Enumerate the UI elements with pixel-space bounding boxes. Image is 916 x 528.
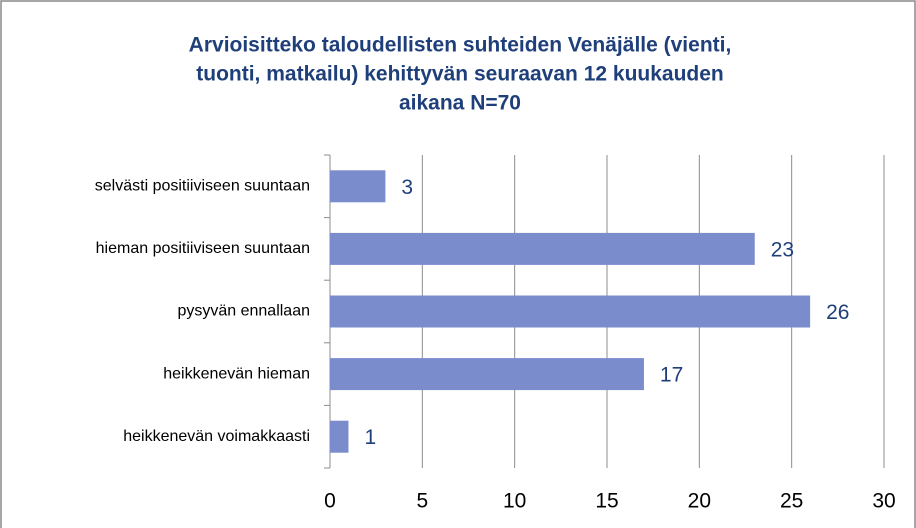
x-tick-label: 5 bbox=[416, 490, 428, 513]
y-tick-label: pysyvän ennallaan bbox=[177, 303, 310, 320]
data-label: 26 bbox=[826, 301, 849, 324]
x-tick-label: 0 bbox=[324, 490, 336, 513]
data-label: 23 bbox=[771, 238, 794, 261]
chart-title: tuonti, matkailu) kehittyvän seuraavan 1… bbox=[196, 63, 724, 86]
x-tick-label: 15 bbox=[595, 490, 618, 513]
bar bbox=[330, 358, 644, 391]
chart-title: Arvioisitteko taloudellisten suhteiden V… bbox=[189, 34, 732, 57]
y-tick-label: selvästi positiiviseen suuntaan bbox=[95, 178, 310, 195]
data-label: 1 bbox=[364, 426, 376, 449]
y-tick-label: heikkenevän voimakkaasti bbox=[123, 428, 310, 445]
x-tick-label: 10 bbox=[503, 490, 526, 513]
bar bbox=[330, 170, 386, 203]
y-tick-label: hieman positiiviseen suuntaan bbox=[96, 240, 310, 257]
y-tick-label: heikkenevän hieman bbox=[163, 365, 310, 382]
x-tick-label: 25 bbox=[780, 490, 803, 513]
data-label: 3 bbox=[401, 176, 413, 199]
x-tick-label: 20 bbox=[688, 490, 711, 513]
bar bbox=[330, 420, 349, 453]
data-label: 17 bbox=[660, 364, 683, 387]
bar bbox=[330, 232, 755, 265]
chart-title: aikana N=70 bbox=[399, 92, 521, 115]
bar bbox=[330, 295, 811, 328]
x-tick-label: 30 bbox=[872, 490, 895, 513]
